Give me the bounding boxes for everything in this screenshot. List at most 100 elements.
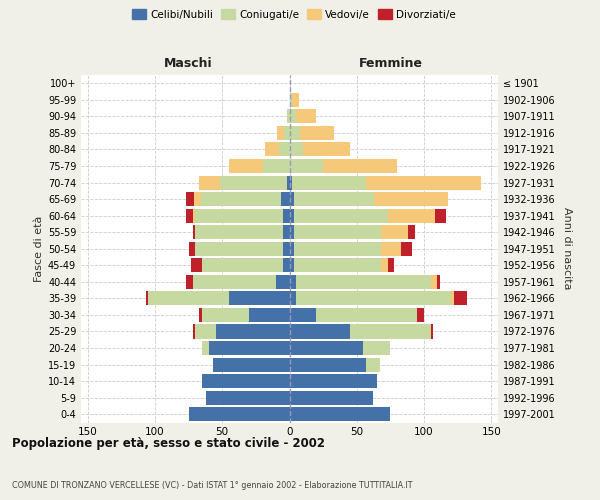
Text: COMUNE DI TRONZANO VERCELLESE (VC) - Dati ISTAT 1° gennaio 2002 - Elaborazione T: COMUNE DI TRONZANO VERCELLESE (VC) - Dat… (12, 481, 413, 490)
Bar (284, 126, 290, 140)
Bar (303, 142, 350, 156)
Bar (381, 258, 388, 272)
Bar (374, 192, 448, 206)
Bar (202, 374, 290, 388)
Bar (381, 225, 408, 239)
Bar (290, 176, 292, 190)
Bar (283, 208, 290, 222)
Bar (193, 324, 196, 338)
Bar (281, 192, 290, 206)
Bar (296, 292, 451, 306)
Bar (276, 275, 290, 289)
Bar (388, 208, 435, 222)
Bar (293, 192, 374, 206)
Bar (293, 258, 381, 272)
Text: Maschi: Maschi (164, 57, 213, 70)
Bar (199, 176, 220, 190)
Bar (437, 275, 440, 289)
Bar (292, 176, 366, 190)
Bar (146, 292, 148, 306)
Bar (290, 159, 323, 173)
Bar (290, 407, 391, 422)
Bar (290, 258, 293, 272)
Bar (202, 341, 209, 355)
Bar (193, 225, 196, 239)
Bar (290, 93, 292, 107)
Bar (451, 292, 454, 306)
Bar (202, 258, 283, 272)
Bar (196, 324, 215, 338)
Bar (209, 341, 290, 355)
Bar (290, 292, 296, 306)
Bar (196, 208, 283, 222)
Bar (293, 225, 381, 239)
Text: Femmine: Femmine (358, 57, 422, 70)
Bar (206, 390, 290, 404)
Bar (277, 126, 284, 140)
Bar (364, 341, 391, 355)
Bar (290, 390, 373, 404)
Bar (186, 275, 193, 289)
Bar (201, 192, 281, 206)
Bar (287, 110, 290, 124)
Bar (366, 358, 380, 372)
Bar (191, 258, 202, 272)
Bar (283, 258, 290, 272)
Y-axis label: Fasce di età: Fasce di età (34, 216, 44, 282)
Bar (323, 159, 397, 173)
Bar (300, 126, 334, 140)
Bar (290, 192, 293, 206)
Bar (290, 374, 377, 388)
Bar (213, 358, 290, 372)
Bar (290, 126, 300, 140)
Bar (431, 324, 433, 338)
Bar (292, 93, 299, 107)
Bar (401, 242, 412, 256)
Bar (199, 308, 202, 322)
Bar (454, 292, 467, 306)
Bar (202, 308, 249, 322)
Bar (293, 208, 388, 222)
Bar (366, 176, 481, 190)
Bar (290, 110, 296, 124)
Bar (220, 176, 287, 190)
Bar (350, 324, 431, 338)
Bar (290, 324, 350, 338)
Bar (290, 225, 293, 239)
Bar (290, 341, 364, 355)
Bar (229, 159, 263, 173)
Bar (193, 275, 276, 289)
Bar (148, 292, 229, 306)
Bar (279, 142, 290, 156)
Bar (408, 225, 415, 239)
Bar (290, 275, 296, 289)
Bar (215, 324, 290, 338)
Bar (265, 142, 279, 156)
Bar (293, 242, 381, 256)
Bar (290, 242, 293, 256)
Text: Popolazione per età, sesso e stato civile - 2002: Popolazione per età, sesso e stato civil… (12, 437, 325, 450)
Bar (194, 192, 201, 206)
Bar (296, 110, 316, 124)
Bar (196, 225, 283, 239)
Bar (316, 308, 417, 322)
Bar (381, 242, 401, 256)
Bar (290, 308, 316, 322)
Bar (229, 292, 290, 306)
Bar (249, 308, 290, 322)
Bar (186, 192, 194, 206)
Bar (290, 142, 303, 156)
Bar (193, 208, 196, 222)
Bar (417, 308, 424, 322)
Y-axis label: Anni di nascita: Anni di nascita (562, 208, 572, 290)
Bar (283, 225, 290, 239)
Bar (263, 159, 290, 173)
Bar (196, 242, 283, 256)
Bar (287, 176, 290, 190)
Bar (296, 275, 431, 289)
Bar (290, 208, 293, 222)
Bar (431, 275, 437, 289)
Bar (388, 258, 394, 272)
Legend: Celibi/Nubili, Coniugati/e, Vedovi/e, Divorziati/e: Celibi/Nubili, Coniugati/e, Vedovi/e, Di… (128, 5, 460, 24)
Bar (435, 208, 446, 222)
